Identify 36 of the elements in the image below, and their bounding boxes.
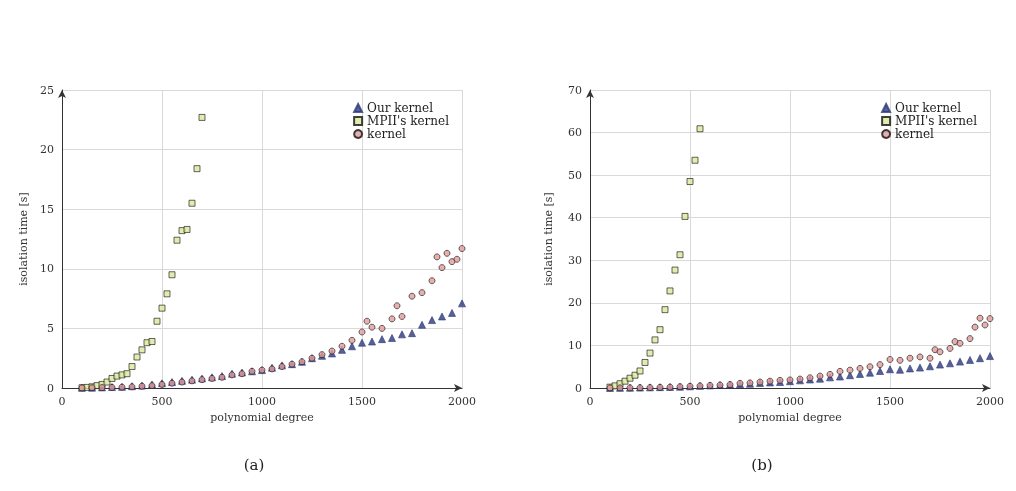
y-tick-label: 30 (568, 253, 582, 267)
x-tick-label: 0 (586, 395, 594, 408)
y-tick-label: 40 (568, 211, 582, 225)
y-axis-title: isolation time [s] (17, 192, 31, 286)
y-tick-label: 5 (47, 321, 54, 335)
x-axis-title: polynomial degree (738, 410, 842, 424)
legend-label: kernel (895, 127, 935, 141)
legend-label: kernel (367, 127, 407, 141)
text: (b) (751, 455, 773, 474)
x-tick-label: 2000 (448, 395, 476, 408)
legend-label: MPII's kernel (367, 114, 450, 128)
y-tick-label: 0 (47, 381, 54, 395)
y-tick-label: 25 (40, 83, 54, 97)
y-tick-label: 60 (568, 126, 582, 140)
y-axis-title: isolation time [s] (542, 192, 555, 286)
x-tick-label: 1000 (776, 395, 804, 408)
legend-label: MPII's kernel (895, 114, 978, 128)
x-tick-label: 1500 (348, 395, 376, 408)
y-tick-label: 20 (40, 143, 54, 157)
y-tick-label: 0 (575, 381, 582, 395)
x-tick-label: 500 (679, 395, 701, 408)
y-tick-label: 70 (568, 83, 582, 97)
y-tick-label: 50 (568, 168, 582, 182)
y-tick-label: 10 (568, 338, 582, 352)
legend-label: Our kernel (895, 101, 962, 115)
x-axis-title: polynomial degree (210, 410, 314, 424)
x-tick-label: 1000 (248, 395, 276, 408)
x-tick-label: 500 (151, 395, 173, 408)
x-tick-label: 2000 (976, 395, 1004, 408)
y-tick-label: 20 (568, 296, 582, 310)
y-tick-label: 15 (40, 202, 54, 216)
legend-label: Our kernel (367, 101, 434, 115)
x-tick-label: 1500 (876, 395, 904, 408)
x-tick-label: 0 (58, 395, 66, 408)
y-tick-label: 10 (40, 262, 54, 276)
text: (a) (243, 455, 265, 474)
